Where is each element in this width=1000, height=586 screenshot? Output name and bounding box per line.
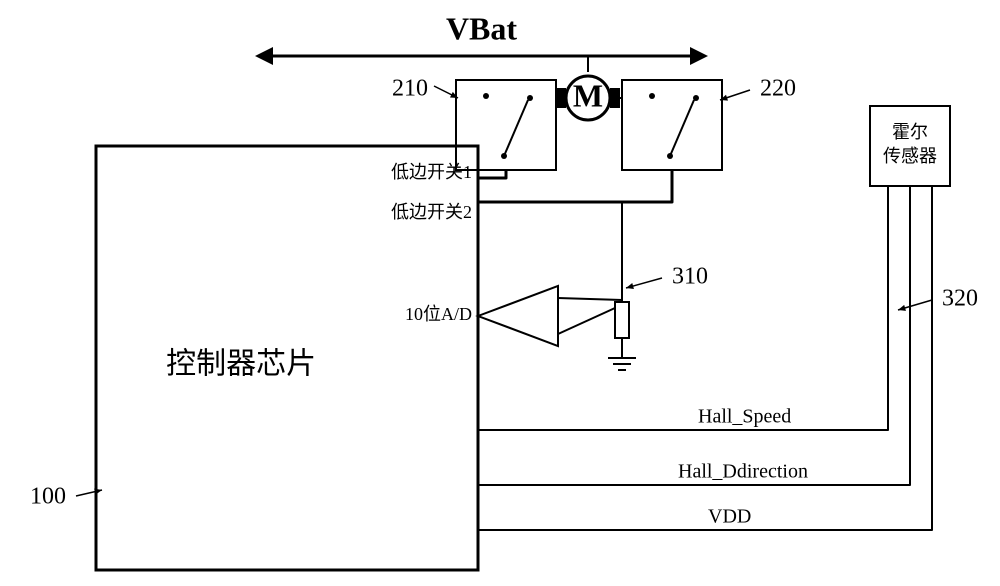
svg-text:Hall_Ddirection: Hall_Ddirection: [678, 461, 808, 483]
svg-text:VDD: VDD: [708, 506, 751, 528]
hall-sensor: 霍尔传感器: [870, 106, 950, 186]
svg-text:传感器: 传感器: [883, 146, 937, 166]
relay-right: [622, 80, 722, 170]
relay-left: [456, 80, 556, 170]
controller-label: 控制器芯片: [166, 347, 316, 380]
svg-text:320: 320: [942, 286, 978, 312]
vbat-label: VBat: [446, 10, 517, 46]
svg-text:M: M: [573, 77, 603, 113]
svg-text:Hall_Speed: Hall_Speed: [698, 406, 791, 428]
svg-text:低边开关1: 低边开关1: [391, 162, 472, 182]
opamp: [478, 286, 558, 346]
svg-text:低边开关2: 低边开关2: [391, 202, 472, 222]
svg-text:霍尔: 霍尔: [892, 122, 928, 142]
svg-text:100: 100: [30, 484, 66, 510]
vbat-bus: [255, 47, 708, 65]
svg-text:10位A/D: 10位A/D: [405, 304, 472, 324]
svg-text:310: 310: [672, 264, 708, 290]
circuit-diagram: VBat 控制器芯片 M 霍尔传感器低边开关1 低边开关2 10位A/D Hall_Spee…: [0, 0, 1000, 586]
motor: M: [556, 76, 620, 120]
svg-text:210: 210: [392, 76, 428, 102]
svg-text:220: 220: [760, 76, 796, 102]
